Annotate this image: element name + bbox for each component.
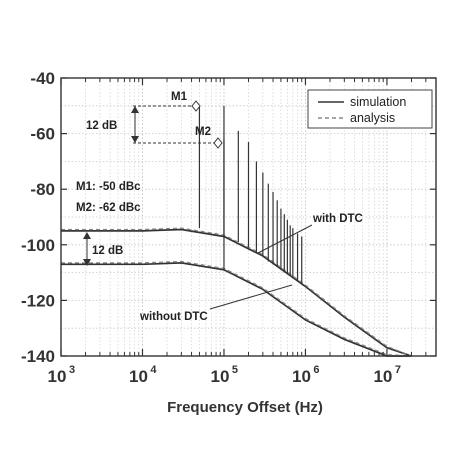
curve-analysis-without-dtc <box>61 260 412 357</box>
x-tick-label: 10 <box>129 367 148 386</box>
legend-box <box>307 89 433 129</box>
m2-value: M2: -62 dBc <box>76 202 141 214</box>
m1-label: M1 <box>171 91 188 103</box>
m2-label: M2 <box>195 126 211 138</box>
m1-value: M1: -50 dBc <box>76 181 141 193</box>
x-tick-label: 10 <box>48 367 67 386</box>
x-tick-label: 10 <box>373 367 392 386</box>
marker-annotations: 12 dB M1 M2 M1: -50 dBc M2: -62 dBc 12 d… <box>76 91 363 323</box>
x-tick-label: 10 <box>211 367 230 386</box>
x-tick-label-exponent: 7 <box>395 364 401 376</box>
x-tick-label: 10 <box>292 367 311 386</box>
x-tick-label-exponent: 6 <box>313 364 319 376</box>
legend-simulation-label: simulation <box>350 95 406 109</box>
m2-marker <box>213 137 223 149</box>
legend: simulation analysis <box>307 89 433 129</box>
axis-ticks <box>60 77 437 357</box>
x-tick-label-exponent: 5 <box>232 364 238 376</box>
gap-label-top: 12 dB <box>86 120 117 132</box>
y-tick-label: -40 <box>30 69 55 88</box>
with-dtc-pointer <box>257 224 313 254</box>
with-dtc-label: with DTC <box>312 213 363 225</box>
gap-arrow-top-head-up <box>131 106 139 113</box>
x-tick-label-exponent: 3 <box>69 364 75 376</box>
y-tick-label: -60 <box>30 125 55 144</box>
x-tick-label-exponent: 4 <box>150 364 157 376</box>
y-tick-label: -100 <box>21 236 55 255</box>
legend-analysis-label: analysis <box>350 111 395 125</box>
y-tick-label: -120 <box>21 291 55 310</box>
m1-marker <box>191 100 201 112</box>
gap-arrow-top-head-down <box>131 136 139 143</box>
gap-arrow-bottom-head-up <box>83 232 91 239</box>
y-tick-labels: -40 -60 -80 -100 -120 -140 <box>21 69 55 366</box>
spur-lines <box>198 105 303 284</box>
y-tick-label: -80 <box>30 180 55 199</box>
without-dtc-label: without DTC <box>139 311 208 323</box>
gap-label-bottom: 12 dB <box>92 245 123 257</box>
without-dtc-pointer <box>209 284 293 310</box>
y-tick-label: -140 <box>21 347 55 366</box>
curve-simulation-without-dtc <box>61 262 412 357</box>
gap-arrow-bottom-head-down <box>83 259 91 266</box>
x-axis-title: Frequency Offset (Hz) <box>167 399 323 416</box>
x-tick-labels: 10 3 10 4 10 5 10 6 10 7 <box>48 364 401 386</box>
